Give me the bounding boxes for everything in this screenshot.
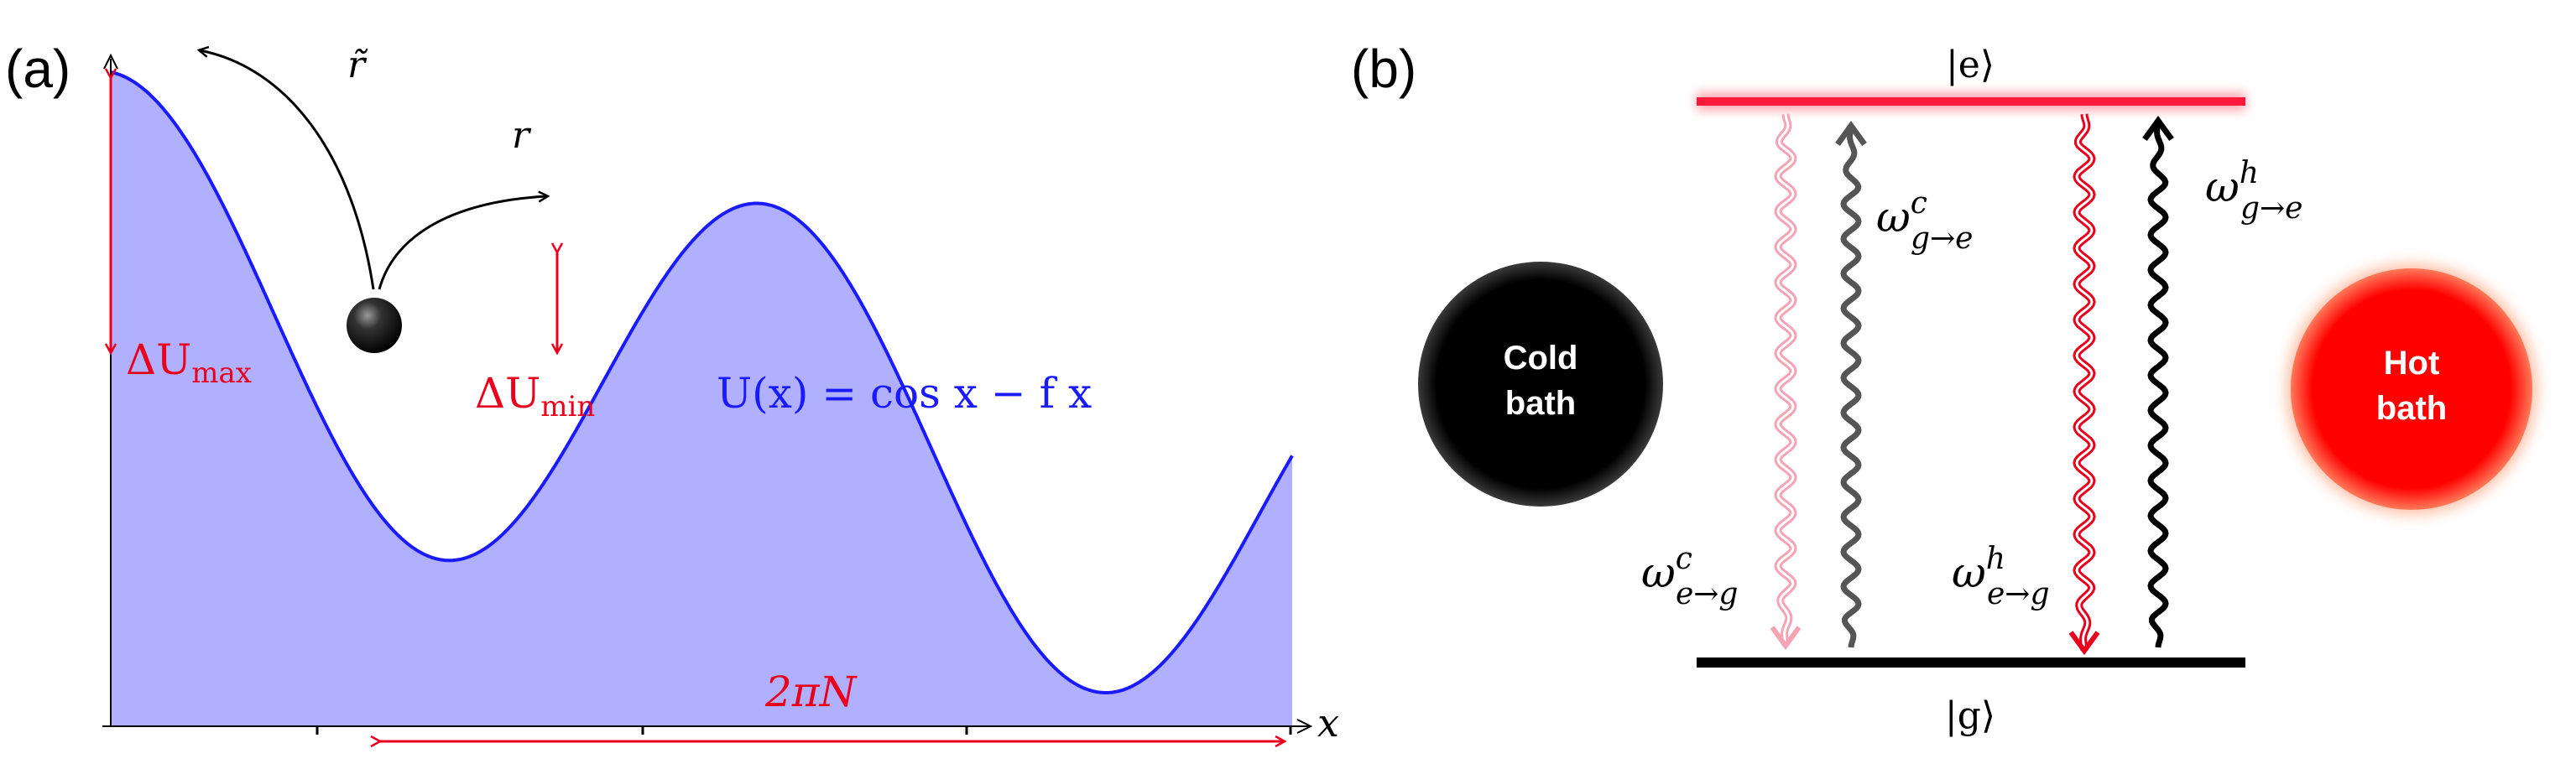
panel-a-label: (a)	[5, 39, 70, 99]
cold-down-wave	[1770, 113, 1802, 651]
delta-u-max-label: ΔUmax	[126, 335, 252, 390]
rate-hot-up-label: ωh g→e	[2205, 156, 2302, 226]
hot-bath-line1: Hot	[2384, 345, 2440, 382]
cold-up-wave	[1835, 121, 1867, 648]
potential-curve	[110, 70, 1294, 694]
rate-hot-down-label: ωh e→g	[1952, 542, 2049, 611]
x-axis-label: x	[1317, 700, 1339, 746]
cold-bath-line1: Cold	[1504, 340, 1578, 377]
ground-state-label: |g⟩	[1945, 694, 1995, 737]
hot-bath	[2291, 268, 2532, 510]
potential-formula: U(x) = cos x − f x	[717, 369, 1092, 418]
backward-hop-arrow	[200, 50, 375, 290]
hot-down-wave	[2068, 113, 2100, 656]
period-label: 2πN	[764, 668, 858, 716]
panel-a: (a) x ΔUmax ΔUmin U(x) = cos x − f x r̃ …	[5, 39, 1339, 746]
rate-forward-label: r	[512, 114, 532, 157]
panel-b: (b) |e⟩ |g⟩ Cold bath Hot bath ωc g→e ωh g…	[1351, 39, 2537, 737]
excited-state-label: |e⟩	[1946, 44, 1995, 86]
panel-b-label: (b)	[1351, 39, 1416, 99]
x-axis-arrowhead	[1296, 719, 1313, 734]
forward-hop-arrow	[378, 196, 547, 290]
hot-bath-line2: bath	[2376, 390, 2447, 427]
particle-ball	[347, 298, 402, 353]
delta-u-min-label: ΔUmin	[475, 369, 595, 424]
cold-bath	[1418, 262, 1663, 507]
cold-bath-line2: bath	[1505, 385, 1576, 422]
transition-arrows	[1770, 113, 2174, 656]
potential-fill	[111, 72, 1292, 726]
rate-cold-down-label: ωc e→g	[1641, 542, 1738, 611]
y-axis-arrowhead	[103, 53, 118, 70]
hot-up-wave	[2142, 116, 2174, 648]
rate-cold-up-label: ωc g→e	[1876, 186, 1973, 256]
rate-backward-label: r̃	[347, 44, 368, 86]
